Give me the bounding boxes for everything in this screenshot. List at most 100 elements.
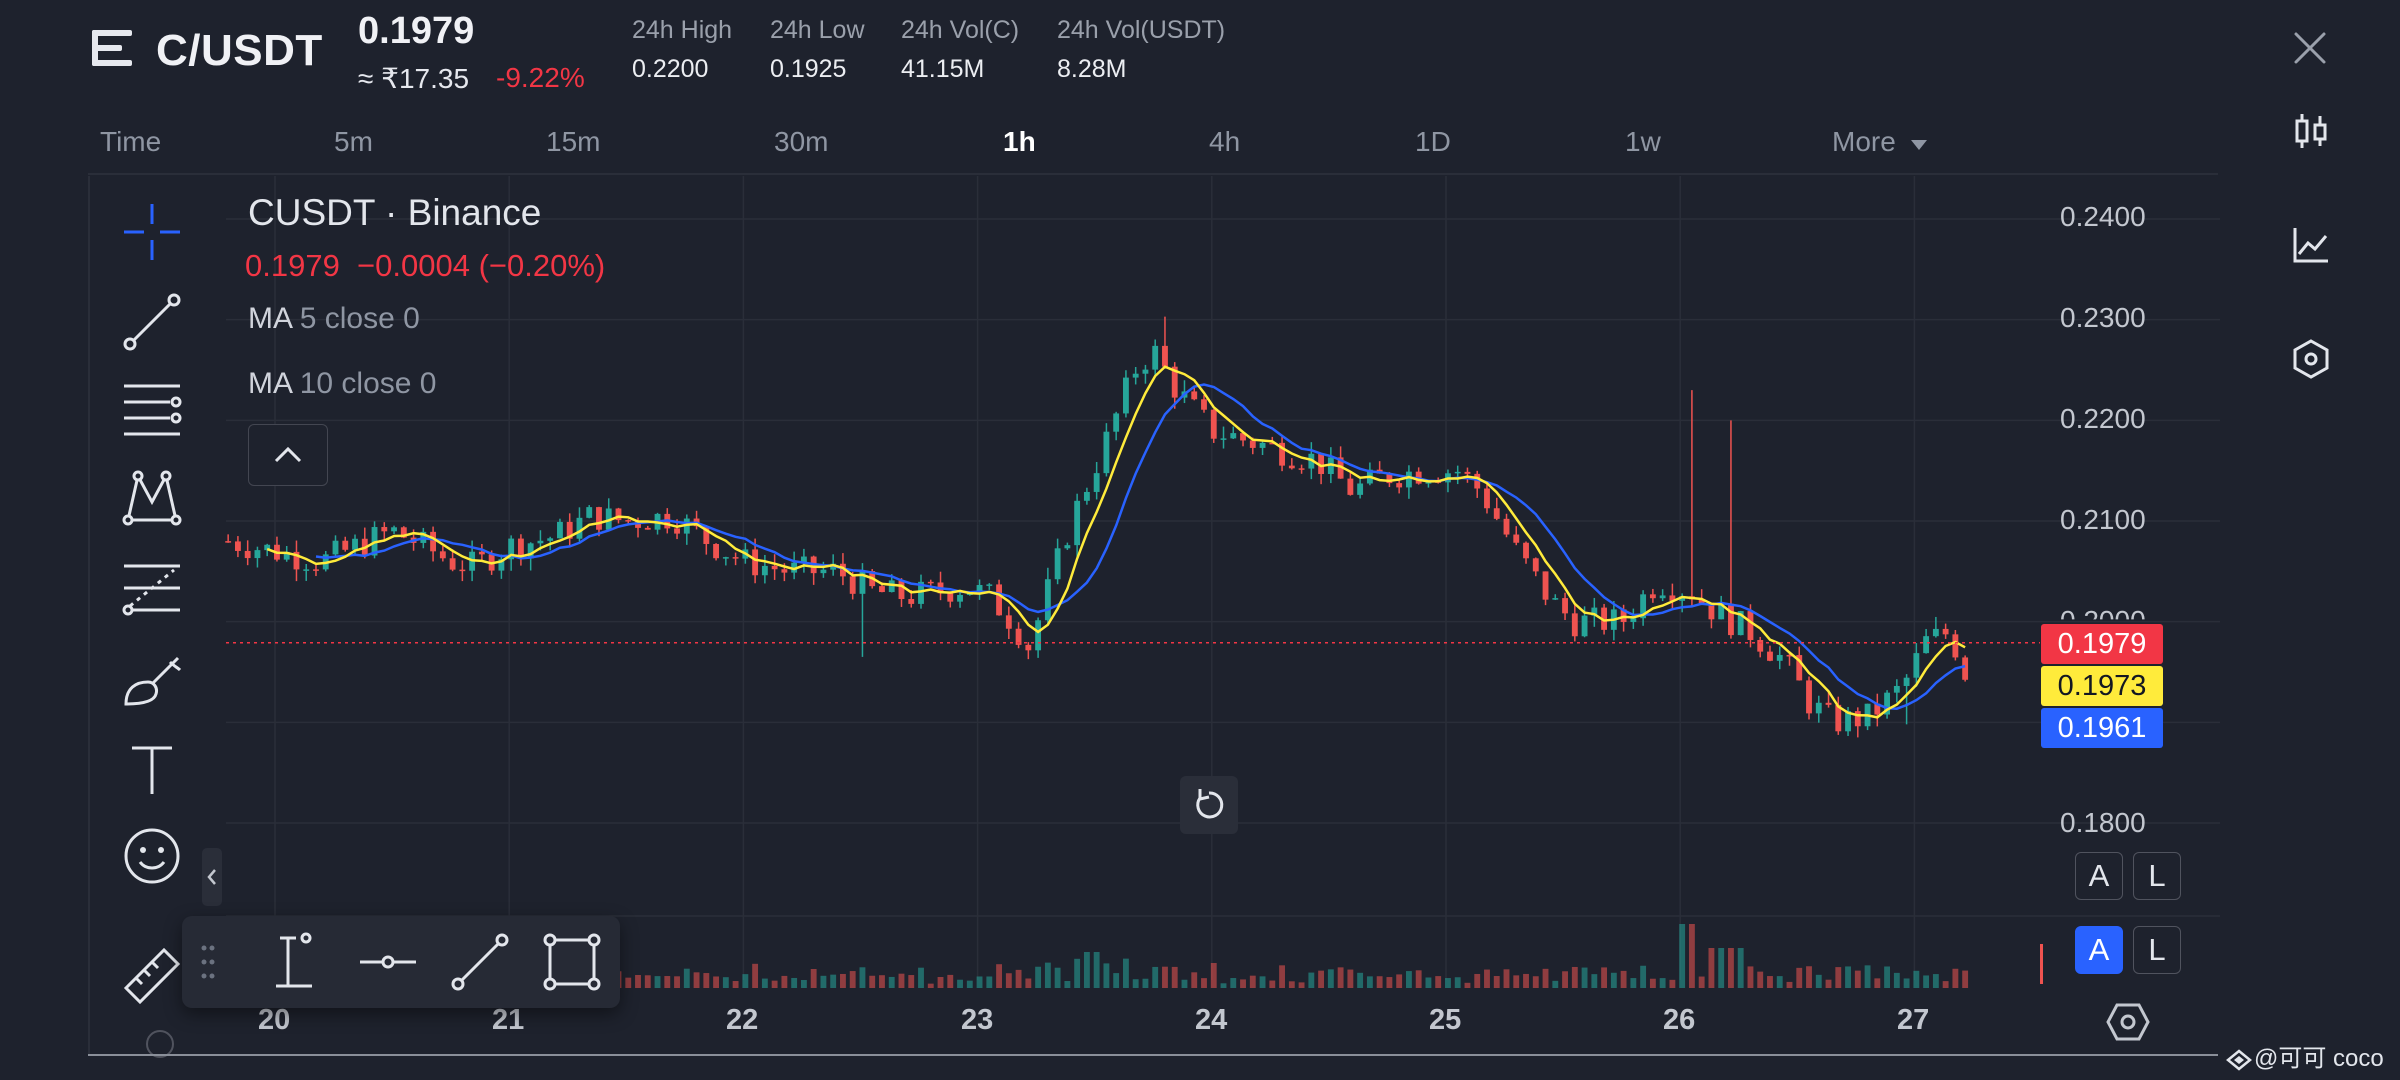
trend-line-icon[interactable] xyxy=(120,290,184,354)
log-scale-button[interactable]: L xyxy=(2133,852,2181,900)
candle-body xyxy=(1054,548,1061,580)
tab-15m[interactable]: 15m xyxy=(546,126,601,157)
candle-body xyxy=(1591,607,1598,616)
volume-bar xyxy=(1298,982,1305,988)
volume-bar xyxy=(1357,972,1364,988)
candlestick-type-icon[interactable] xyxy=(2290,110,2332,152)
volume-bar xyxy=(1484,969,1490,988)
volume-auto-scale-button[interactable]: A xyxy=(2075,926,2123,974)
tab-1d[interactable]: 1D xyxy=(1415,126,1451,157)
candle-body xyxy=(722,557,729,559)
indicators-icon[interactable] xyxy=(2290,224,2332,266)
volume-bar xyxy=(1191,972,1198,988)
tab-1h[interactable]: 1h xyxy=(1003,126,1036,157)
tab-more[interactable]: More xyxy=(1832,126,1928,158)
candle-body xyxy=(1347,478,1354,495)
candle-body xyxy=(1327,457,1334,475)
volume-bar xyxy=(635,975,641,988)
volume-bar xyxy=(1152,966,1159,988)
candle-body xyxy=(1405,471,1412,488)
candle-body xyxy=(596,507,602,530)
volume-bar xyxy=(908,975,915,988)
brush-icon[interactable] xyxy=(120,648,184,712)
candle-body xyxy=(1835,704,1842,732)
diamond-logo-icon xyxy=(2226,1049,2252,1071)
candle-body xyxy=(498,559,505,571)
reset-chart-button[interactable] xyxy=(1180,776,1238,834)
crosshair-icon[interactable] xyxy=(120,200,184,264)
text-tool-icon[interactable] xyxy=(120,738,184,802)
ma10-line xyxy=(315,383,1966,710)
volume-bar xyxy=(1630,978,1637,988)
fib-retracement-icon[interactable] xyxy=(120,556,184,620)
vertical-measure-icon[interactable] xyxy=(262,930,326,994)
tab-4h[interactable]: 4h xyxy=(1209,126,1241,157)
stat-value-24h-high: 0.2200 xyxy=(632,55,709,83)
volume-bar xyxy=(859,967,866,988)
volume-bar xyxy=(1679,924,1686,988)
volume-bar xyxy=(1620,970,1627,988)
volume-bar xyxy=(664,976,671,988)
candle-body xyxy=(732,557,739,559)
volume-bar xyxy=(1240,979,1246,988)
menu-icon[interactable] xyxy=(92,28,140,72)
volume-bar xyxy=(1122,958,1129,988)
rectangle-tool-icon[interactable] xyxy=(540,930,604,994)
volume-bar xyxy=(761,978,768,988)
candle-body xyxy=(947,593,954,602)
chart-grid xyxy=(226,176,2220,980)
candle-body xyxy=(1571,613,1578,637)
volume-bar xyxy=(1591,974,1598,988)
pattern-icon[interactable] xyxy=(120,466,184,530)
candle-body xyxy=(1113,413,1120,432)
volume-bar xyxy=(1688,924,1695,988)
tab-1w[interactable]: 1w xyxy=(1625,126,1661,157)
volume-bar xyxy=(1776,976,1783,988)
toolbar-drawer-handle[interactable] xyxy=(202,848,222,906)
candle-body xyxy=(449,558,456,570)
more-tools-icon[interactable] xyxy=(146,1030,174,1058)
tab-5m[interactable]: 5m xyxy=(334,126,373,157)
stat-label-24h-vol-usdt: 24h Vol(USDT) xyxy=(1057,16,1226,44)
candle-body xyxy=(537,540,544,544)
tab-time[interactable]: Time xyxy=(100,126,162,157)
pair-title[interactable]: C/USDT xyxy=(156,26,323,75)
ma5-legend[interactable]: MA 5 close 0 xyxy=(248,302,420,336)
volume-bar xyxy=(1181,979,1188,988)
ma10-legend[interactable]: MA 10 close 0 xyxy=(248,367,436,401)
collapse-legend-button[interactable] xyxy=(248,424,328,486)
volume-bar xyxy=(1230,978,1237,988)
volume-bar xyxy=(1513,975,1520,988)
volume-bar xyxy=(830,974,837,988)
horizontal-ray-icon[interactable] xyxy=(356,930,420,994)
inr-value: ≈ ₹17.35 xyxy=(358,63,470,94)
line-tool-icon[interactable] xyxy=(448,930,512,994)
drag-handle-icon[interactable] xyxy=(200,942,216,982)
candle-body xyxy=(1386,473,1393,484)
volume-bar xyxy=(1054,967,1061,988)
volume-bar xyxy=(1581,967,1588,988)
candle-body xyxy=(1532,558,1539,572)
candle-body xyxy=(918,581,924,604)
volume-bar xyxy=(927,983,934,988)
candle-body xyxy=(1201,399,1207,410)
volume-bar xyxy=(1464,982,1471,988)
volume-log-scale-button[interactable]: L xyxy=(2133,926,2181,974)
hexagon-settings-icon[interactable] xyxy=(2290,338,2332,380)
volume-bar xyxy=(1728,948,1734,988)
candle-body xyxy=(430,531,437,552)
candle-body xyxy=(1015,628,1022,645)
volume-bar xyxy=(1249,975,1256,988)
volume-bar xyxy=(849,971,856,988)
tab-30m[interactable]: 30m xyxy=(774,126,829,157)
volume-bar xyxy=(1220,983,1227,988)
horizontal-lines-icon[interactable] xyxy=(120,378,184,442)
volume-bar xyxy=(1649,978,1656,988)
candle-body xyxy=(1913,653,1920,678)
close-icon[interactable] xyxy=(2290,28,2330,68)
volume-bar xyxy=(1835,967,1842,988)
ruler-icon[interactable] xyxy=(120,944,184,1008)
chart-settings-icon[interactable] xyxy=(2106,1000,2150,1044)
emoji-icon[interactable] xyxy=(120,824,184,888)
auto-scale-button[interactable]: A xyxy=(2075,852,2123,900)
